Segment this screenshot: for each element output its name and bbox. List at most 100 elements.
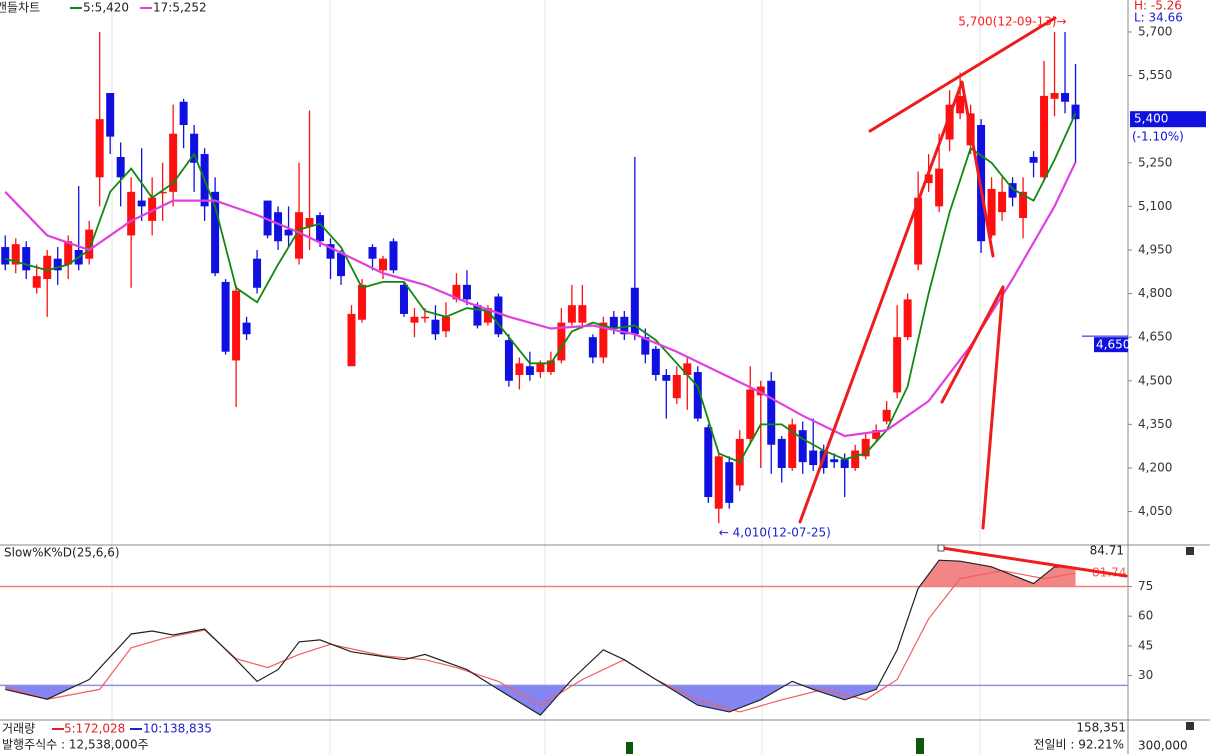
- candle-body: [378, 258, 387, 271]
- candle-body: [840, 459, 849, 468]
- candle-body: [704, 427, 713, 498]
- candle-body: [851, 450, 860, 468]
- volume-title: 거래량: [2, 722, 35, 736]
- candle-body: [861, 438, 870, 457]
- candle-body: [599, 322, 608, 358]
- candle-body: [1, 247, 10, 265]
- candle-body: [494, 296, 503, 335]
- y-tick-label: 4,500: [1138, 373, 1172, 387]
- candle-body: [1029, 156, 1038, 163]
- legend-label: 5:172,028: [64, 722, 125, 736]
- oversold-fill: [5, 685, 1076, 716]
- candle-body: [305, 218, 314, 227]
- candle-body: [914, 197, 923, 265]
- indicator-line: [5, 570, 1076, 713]
- chart-title: 캔들차트: [0, 1, 40, 15]
- candle-body: [525, 366, 534, 375]
- y-tick-label: 4,950: [1138, 242, 1172, 256]
- candle-body: [253, 258, 262, 288]
- candle-body: [221, 281, 230, 352]
- volume-tick: 300,000: [1138, 739, 1188, 753]
- handle: [937, 544, 945, 552]
- candle-body: [263, 200, 272, 236]
- price-marker-label: 5,400: [1134, 112, 1168, 126]
- volume-last: 158,351: [1076, 721, 1126, 735]
- candle-body: [242, 322, 251, 335]
- candle-body: [809, 450, 818, 466]
- candle-body: [693, 372, 702, 419]
- candle-body: [116, 156, 125, 178]
- candle-body: [22, 247, 31, 271]
- candle-body: [872, 430, 881, 439]
- price-marker-label: 4,650: [1096, 338, 1130, 352]
- moving-average-line: [4, 161, 1077, 438]
- y-tick-label: 4,800: [1138, 286, 1172, 300]
- candle-body: [410, 316, 419, 323]
- candle-body: [43, 255, 52, 280]
- y-tick-label: 5,250: [1138, 155, 1172, 169]
- candle-body: [483, 308, 492, 323]
- last-value-label: 84.71: [1090, 544, 1124, 558]
- candle-body: [746, 389, 755, 439]
- panel-icon[interactable]: [1186, 547, 1194, 555]
- candle-body: [11, 244, 20, 265]
- candle-body: [473, 305, 482, 326]
- candle-body: [274, 212, 283, 242]
- candle-body: [1061, 93, 1070, 102]
- annotation: 5,700(12-09-13)→: [958, 14, 1066, 28]
- candle-body: [53, 258, 62, 271]
- candle-body: [106, 93, 115, 137]
- candle-body: [945, 104, 954, 140]
- candle-body: [672, 374, 681, 399]
- candle-body: [777, 438, 786, 468]
- candle-body: [641, 337, 650, 355]
- candle-body: [1050, 93, 1059, 99]
- candle-body: [190, 133, 199, 163]
- candle-body: [798, 430, 807, 463]
- candle-body: [956, 95, 965, 114]
- candle-body: [462, 284, 471, 300]
- y-tick-label: 4,350: [1138, 417, 1172, 431]
- candle-body: [1008, 183, 1017, 198]
- candle-body: [441, 316, 450, 332]
- plot: [0, 559, 1128, 716]
- indicator-line: [5, 559, 1076, 716]
- candle-body: [316, 215, 325, 242]
- panel-icon[interactable]: [1186, 722, 1194, 730]
- candle-body: [756, 386, 765, 396]
- candle-body: [295, 212, 304, 259]
- candle-body: [326, 244, 335, 259]
- candle-body: [725, 462, 734, 503]
- candle-body: [137, 200, 146, 207]
- price-panel: 5,700 5,550 5,250 5,100 4,950 4,800 4,650 4,500…: [1, 14, 1206, 540]
- candle-body: [368, 247, 377, 259]
- legend-label: 10:138,835: [143, 722, 212, 736]
- candle-body: [399, 284, 408, 314]
- candle-body: [651, 348, 660, 375]
- candle-body: [148, 197, 157, 221]
- candle-body: [211, 191, 220, 274]
- candle-body: [420, 316, 429, 319]
- volume-bar: [916, 738, 924, 754]
- y-tick-label: 5,550: [1138, 68, 1172, 82]
- candle-body: [683, 363, 692, 375]
- candle-body: [1071, 104, 1080, 120]
- plot: [1, 31, 1080, 524]
- candle-body: [504, 340, 513, 381]
- y-tick-label: 30: [1138, 668, 1153, 682]
- legend-label: 5:5,420: [83, 1, 129, 15]
- candle-body: [127, 191, 136, 236]
- candle-body: [452, 284, 461, 300]
- candle-body: [358, 284, 367, 320]
- low-info: L: 34.66: [1134, 11, 1183, 25]
- candle-body: [95, 119, 104, 178]
- candle-body: [882, 409, 891, 422]
- y-tick-label: 45: [1138, 638, 1153, 652]
- candle-body: [179, 101, 188, 125]
- candle-body: [389, 241, 398, 271]
- candle-body: [337, 252, 346, 277]
- candle-body: [536, 363, 545, 373]
